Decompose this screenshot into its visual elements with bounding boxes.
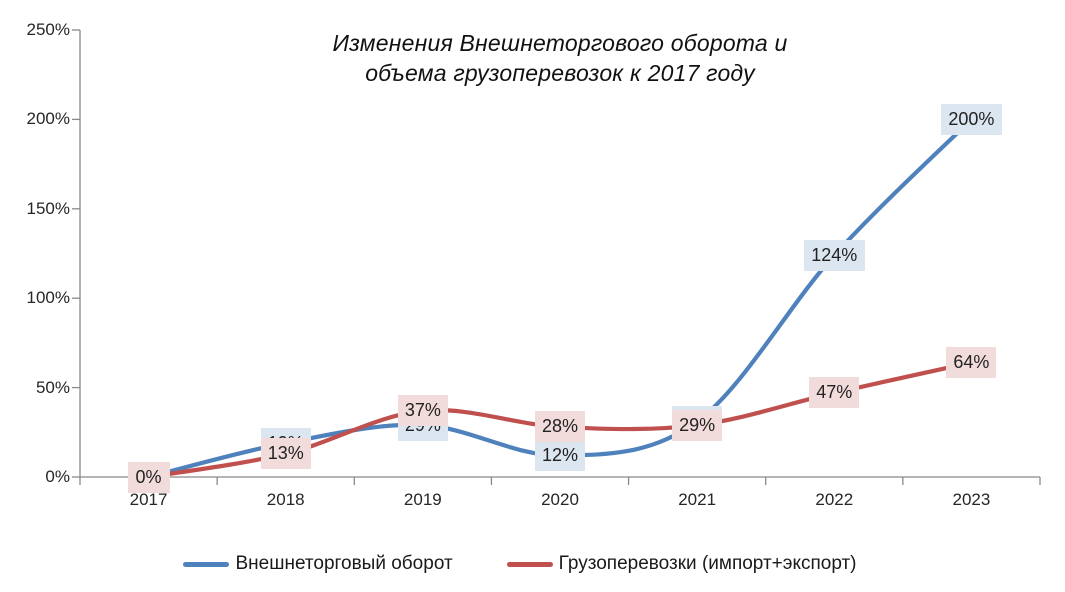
chart-title-line-2: объема грузоперевозок к 2017 году <box>365 60 755 86</box>
data-label-turnover-2022: 124% <box>803 239 865 271</box>
y-axis-tick-label: 100% <box>26 288 70 308</box>
y-axis-tick-label: 0% <box>45 467 70 486</box>
y-axis-tick-label: 50% <box>35 377 70 397</box>
data-label-cargo-2019: 37% <box>397 395 448 427</box>
data-label-cargo-2021: 29% <box>672 409 723 441</box>
legend-item-cargo: Грузоперевозки (импорт+экспорт) <box>506 553 857 575</box>
x-axis-tick-label: 2020 <box>541 490 579 509</box>
x-axis-tick-label: 2021 <box>678 490 717 509</box>
legend-item-turnover: Внешнеторговый оборот <box>183 553 453 575</box>
y-axis-tick-label: 250% <box>26 20 70 39</box>
data-label-cargo-2023: 64% <box>946 347 997 379</box>
x-axis-tick-label: 2018 <box>266 490 305 509</box>
data-label-cargo-2020: 28% <box>535 411 585 443</box>
x-axis-tick-label: 2022 <box>815 490 854 509</box>
data-label-cargo-2022: 47% <box>809 377 860 409</box>
data-label-turnover-2023: 200% <box>940 103 1002 135</box>
legend: Внешнеторговый оборот Грузоперевозки (им… <box>0 549 1040 579</box>
data-label-turnover-2020: 12% <box>535 440 585 472</box>
legend-label-turnover: Внешнеторговый оборот <box>235 553 453 574</box>
data-label-cargo-2017: 0% <box>127 461 170 493</box>
legend-swatch-cargo <box>506 561 553 567</box>
data-label-cargo-2018: 13% <box>260 438 311 470</box>
chart-title-line-1: Изменения Внешнеторгового оборота и <box>332 30 788 56</box>
legend-label-cargo: Грузоперевозки (импорт+экспорт) <box>558 553 857 574</box>
y-axis-tick-label: 150% <box>26 198 70 218</box>
chart-title: Изменения Внешнеторгового оборота и объе… <box>80 28 1040 88</box>
x-axis-tick-label: 2023 <box>952 490 991 509</box>
x-axis-tick-label: 2019 <box>403 490 442 509</box>
y-axis-tick-label: 200% <box>26 109 70 129</box>
x-axis-tick-label: 2017 <box>129 490 168 509</box>
legend-swatch-turnover <box>183 561 230 567</box>
